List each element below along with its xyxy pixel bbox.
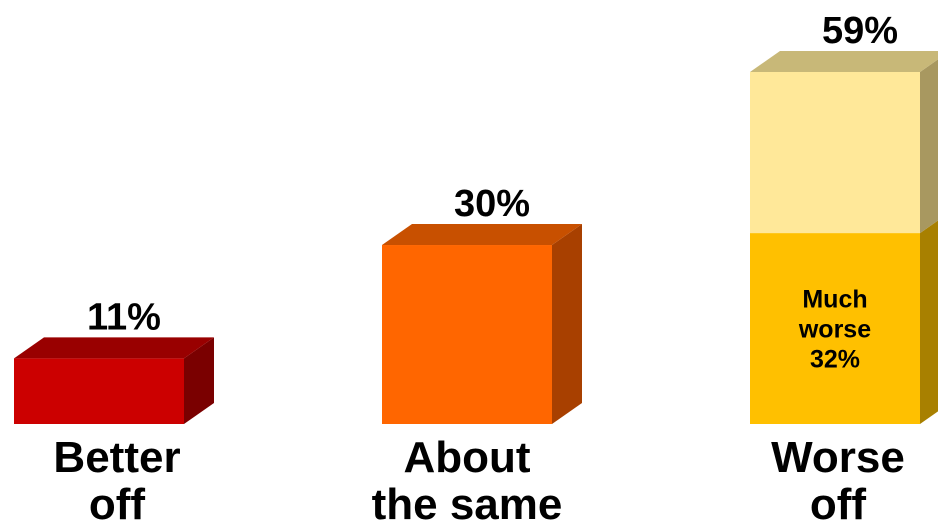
- bar-2-category-label-line-1: off: [810, 480, 867, 522]
- bar-2-category-label-line-0: Worse: [771, 433, 905, 482]
- bar-0-category-label-line-1: off: [89, 480, 146, 522]
- bar-2-value-label: 59%: [822, 10, 898, 52]
- bar-0-top-face: [14, 337, 214, 359]
- bar-1-top-face: [382, 224, 582, 246]
- bar-2-segment-1: [750, 72, 920, 234]
- bar-0-category-label-line-0: Better: [53, 433, 180, 482]
- bar-1-category-label-line-0: About: [403, 433, 530, 482]
- bar-2-segment-1-side: [920, 59, 938, 234]
- bar-0-segment-0: [14, 358, 184, 424]
- bar-2-segment-0: [750, 233, 920, 424]
- bar-2-segment-0-label-line-0: Much: [802, 286, 867, 314]
- bar-1-segment-0-side: [552, 224, 582, 424]
- bar-2-segment-0-label-line-1: worse: [798, 316, 871, 344]
- bar-2-top-face: [750, 51, 938, 72]
- bar-0-value-label: 11%: [87, 296, 161, 338]
- bar-2-segment-0-label-line-2: 32%: [810, 346, 860, 374]
- bar-1-segment-0: [382, 245, 552, 424]
- bar-2-segment-0-side: [920, 220, 938, 424]
- bar-1-category-label-line-1: the same: [372, 480, 563, 522]
- bar-0-segment-0-side: [184, 337, 214, 424]
- bar-1-value-label: 30%: [454, 183, 530, 225]
